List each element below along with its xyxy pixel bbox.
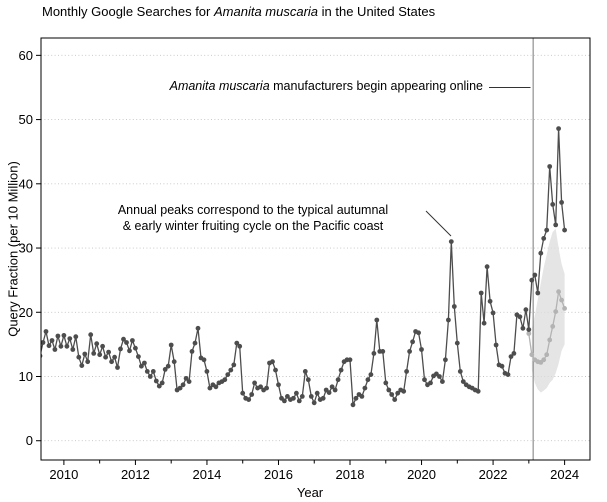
svg-text:2022: 2022 xyxy=(479,467,508,482)
svg-text:2016: 2016 xyxy=(264,467,293,482)
svg-text:2014: 2014 xyxy=(192,467,221,482)
annotation-manufacturers-species: Amanita muscaria xyxy=(169,79,270,93)
x-axis-ticks: 2010 2012 2014 2016 2018 2020 2022 2024 xyxy=(49,460,579,482)
y-axis-label: Query Fraction (per 10 Million) xyxy=(5,161,21,337)
svg-text:40: 40 xyxy=(19,176,33,191)
svg-text:2010: 2010 xyxy=(49,467,78,482)
plot-frame xyxy=(40,37,591,461)
observed-monthly-searches-series xyxy=(41,126,567,408)
annotation-fruiting-cycle-line2: & early winter fruiting cycle on the Pac… xyxy=(122,219,384,233)
svg-text:30: 30 xyxy=(19,241,33,256)
chart-title-suffix: in the United States xyxy=(318,4,436,19)
svg-text:10: 10 xyxy=(19,369,33,384)
svg-text:20: 20 xyxy=(19,305,33,320)
svg-text:0: 0 xyxy=(26,433,33,448)
annotation-manufacturers-text: manufacturers begin appearing online xyxy=(269,79,483,93)
svg-text:2024: 2024 xyxy=(550,467,579,482)
svg-text:60: 60 xyxy=(19,48,33,63)
chart-title-prefix: Monthly Google Searches for xyxy=(42,4,214,19)
counterfactual-seasonal-baseline-series xyxy=(526,289,567,365)
chart-title: Monthly Google Searches for Amanita musc… xyxy=(42,4,435,19)
svg-text:50: 50 xyxy=(19,112,33,127)
chart-title-species: Amanita muscaria xyxy=(213,4,319,19)
annotation-fruiting-cycle-line1: Annual peaks correspond to the typical a… xyxy=(117,203,389,217)
fruiting-cycle-leader-line xyxy=(425,210,452,237)
svg-text:2020: 2020 xyxy=(407,467,436,482)
uncertainty-band xyxy=(531,228,565,393)
svg-text:2012: 2012 xyxy=(121,467,150,482)
annotation-fruiting-cycle: Annual peaks correspond to the typical a… xyxy=(53,202,453,234)
y-axis-ticks: 0 10 20 30 40 50 60 xyxy=(19,48,41,448)
annotation-manufacturers: Amanita muscaria manufacturers begin app… xyxy=(170,79,483,93)
svg-text:2018: 2018 xyxy=(336,467,365,482)
gridlines xyxy=(41,54,590,442)
x-axis-label: Year xyxy=(296,485,324,500)
